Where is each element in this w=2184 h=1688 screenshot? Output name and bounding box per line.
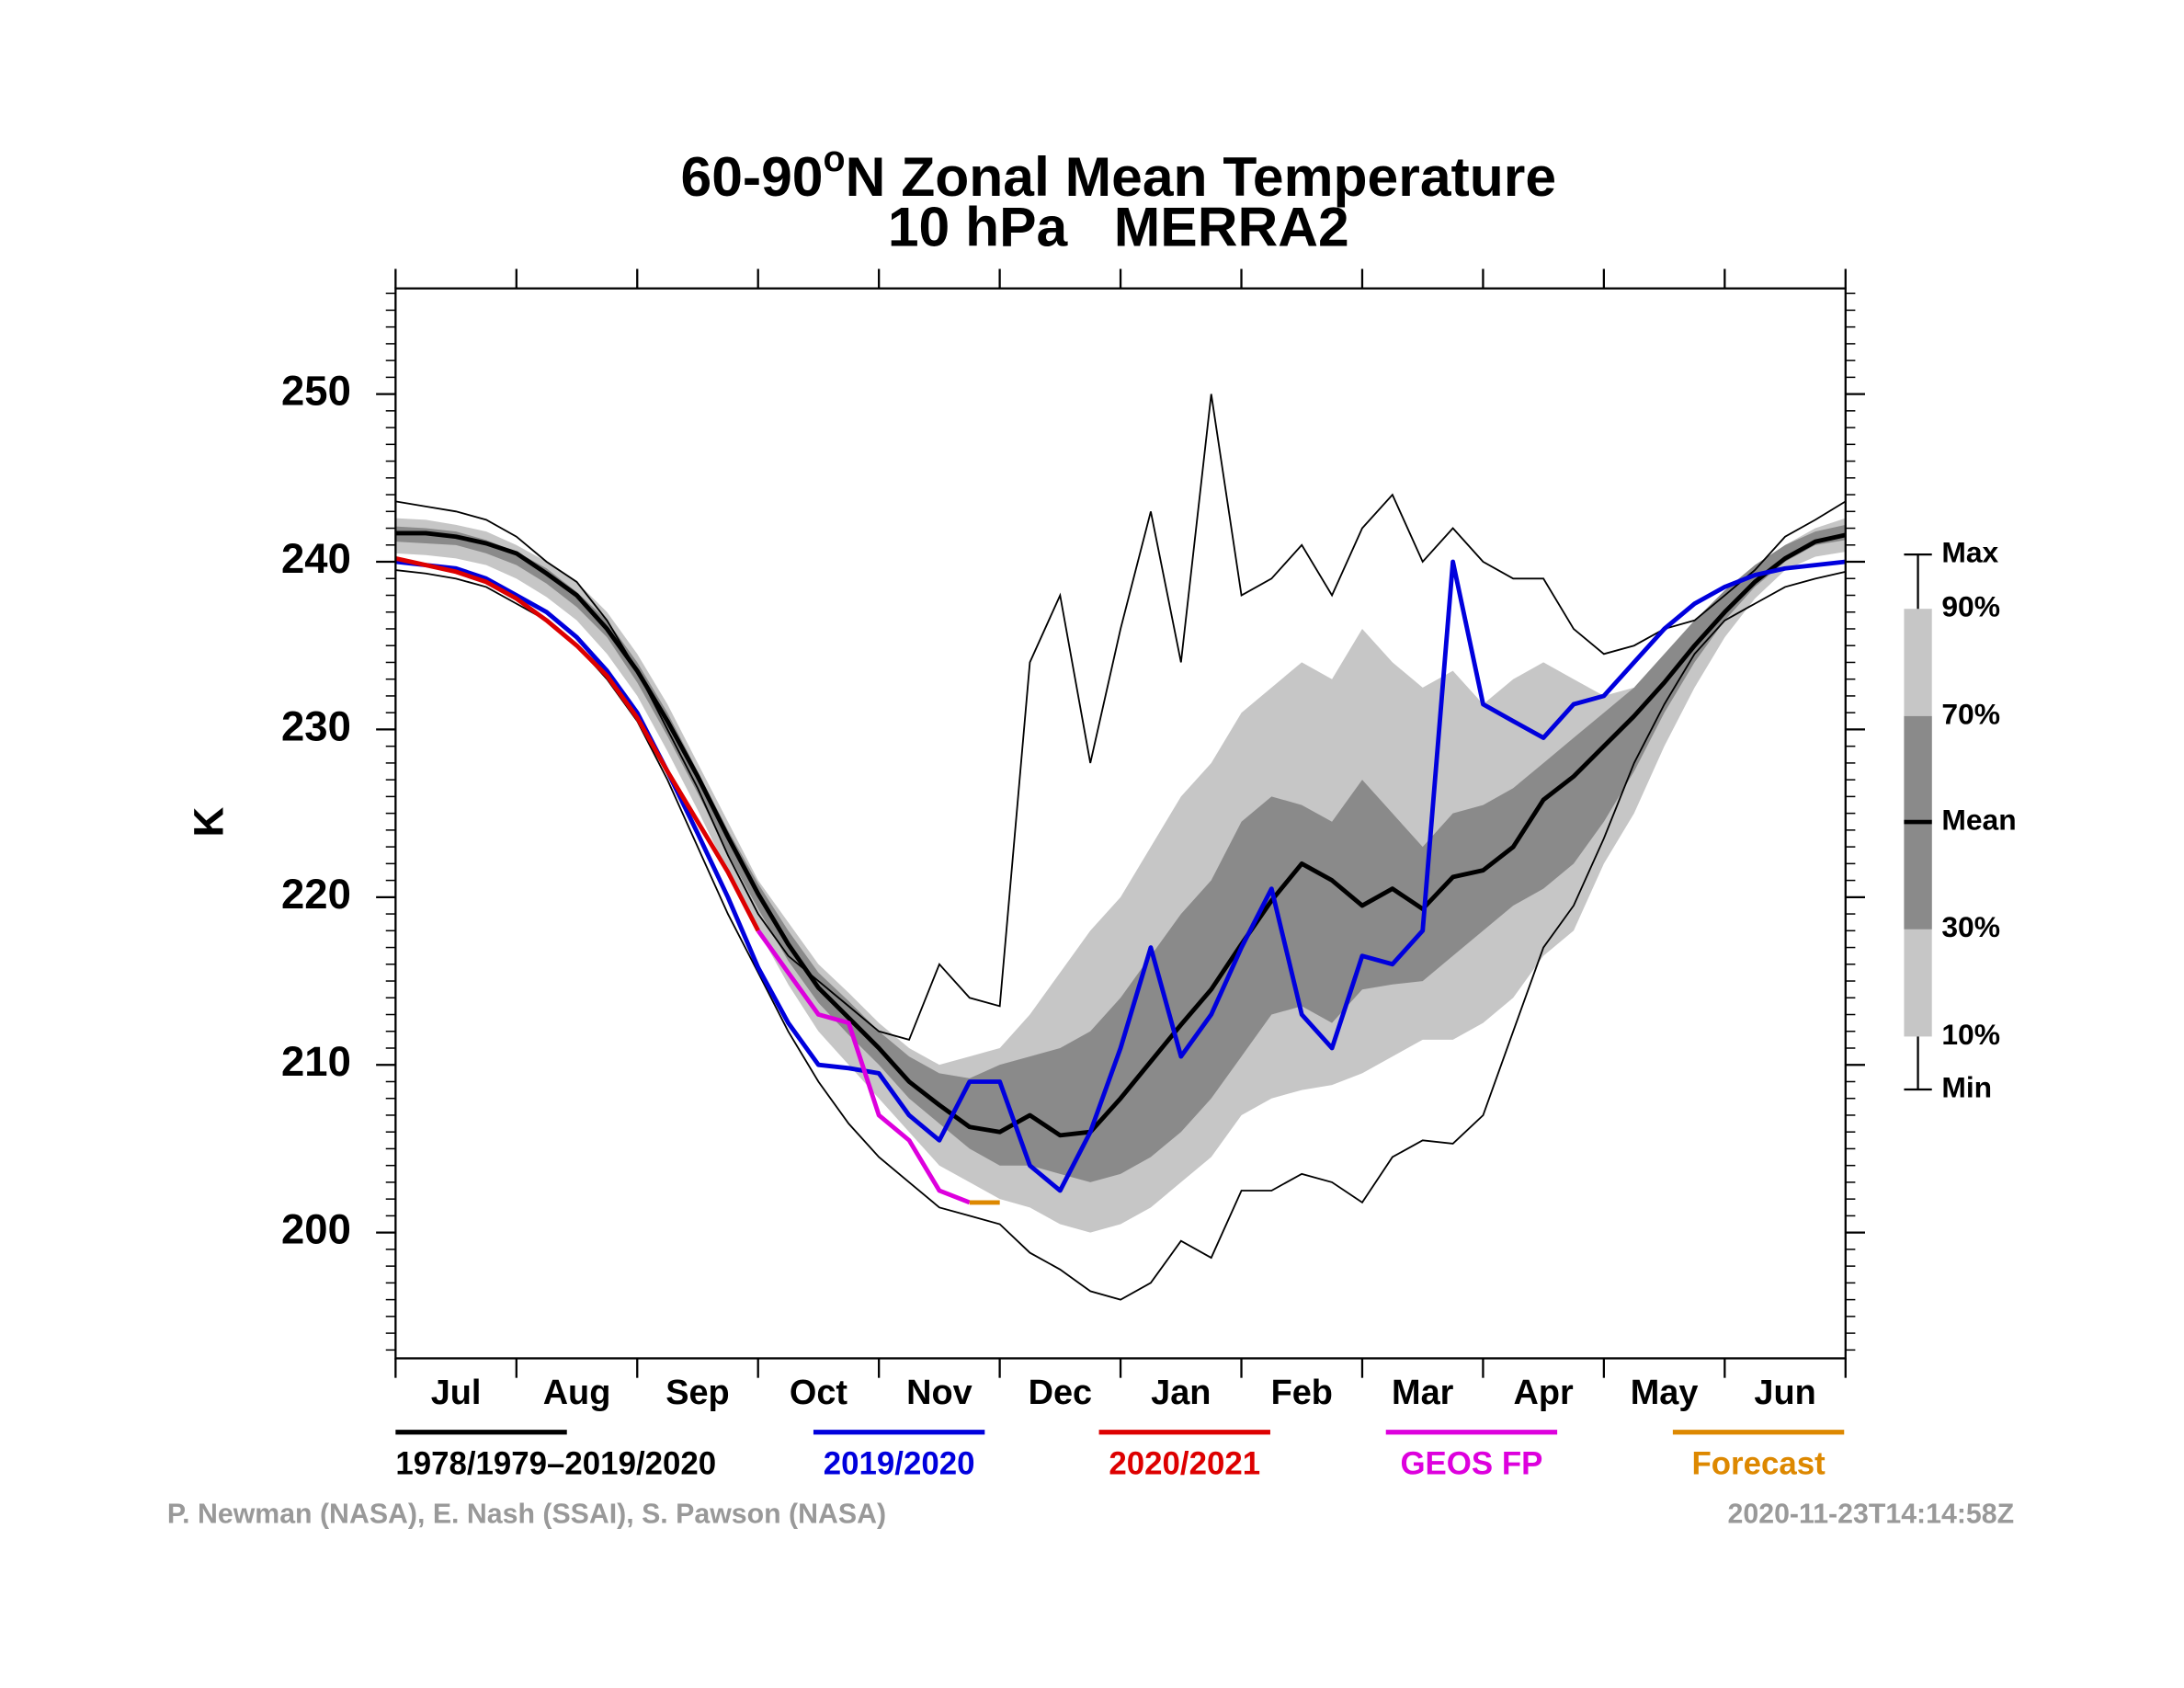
- key-label: 90%: [1941, 590, 2000, 623]
- key-label: Max: [1941, 536, 1998, 569]
- x-tick-label: Oct: [790, 1374, 848, 1412]
- x-tick-label: Jan: [1151, 1374, 1211, 1412]
- series-line: [395, 559, 1847, 1193]
- legend-label: 2020/2021: [1109, 1445, 1260, 1481]
- y-tick-label: 250: [281, 368, 351, 415]
- y-tick-label: 200: [281, 1206, 351, 1253]
- x-tick-label: Jun: [1754, 1374, 1815, 1412]
- title-part: 60-90: [681, 145, 824, 208]
- title-superscript: o: [824, 139, 846, 179]
- y-tick-label: 240: [281, 535, 351, 582]
- x-tick-label: Aug: [543, 1374, 611, 1412]
- y-tick-label: 230: [281, 702, 351, 749]
- key-label: 70%: [1941, 697, 2000, 730]
- legend-label: 2019/2020: [824, 1445, 975, 1481]
- x-tick-label: Jul: [431, 1374, 482, 1412]
- key-label: Mean: [1941, 803, 2016, 836]
- chart-subtitle: 10 hPa MERRA2: [888, 196, 1349, 258]
- x-tick-label: Apr: [1514, 1374, 1574, 1412]
- x-tick-label: Sep: [665, 1374, 729, 1412]
- key-label: 30%: [1941, 910, 2000, 943]
- chart-title: 60-90oN Zonal Mean Temperature: [681, 139, 1557, 208]
- series-line: [756, 929, 971, 1205]
- timestamp: 2020-11-23T14:14:58Z: [1728, 1500, 2015, 1530]
- credit: P. Newman (NASA), E. Nash (SSAI), S. Paw…: [167, 1500, 886, 1530]
- x-tick-label: Dec: [1029, 1374, 1092, 1412]
- legend-label: Forecast: [1691, 1445, 1826, 1481]
- y-tick-label: 210: [281, 1038, 351, 1085]
- y-tick-label: 220: [281, 871, 351, 918]
- x-tick-label: May: [1631, 1374, 1699, 1412]
- key-label: 10%: [1941, 1018, 2000, 1051]
- legend-label: GEOS FP: [1400, 1445, 1542, 1481]
- y-axis-label: K: [185, 806, 232, 837]
- key-label: Min: [1941, 1070, 1992, 1103]
- x-tick-label: Mar: [1392, 1374, 1454, 1412]
- x-tick-label: Feb: [1271, 1374, 1333, 1412]
- series-line: [394, 555, 760, 932]
- legend-label: 1978/1979–2019/2020: [395, 1445, 716, 1481]
- series-line: [395, 530, 1847, 1138]
- x-tick-label: Nov: [906, 1374, 973, 1412]
- title-part: N Zonal Mean Temperature: [846, 145, 1556, 208]
